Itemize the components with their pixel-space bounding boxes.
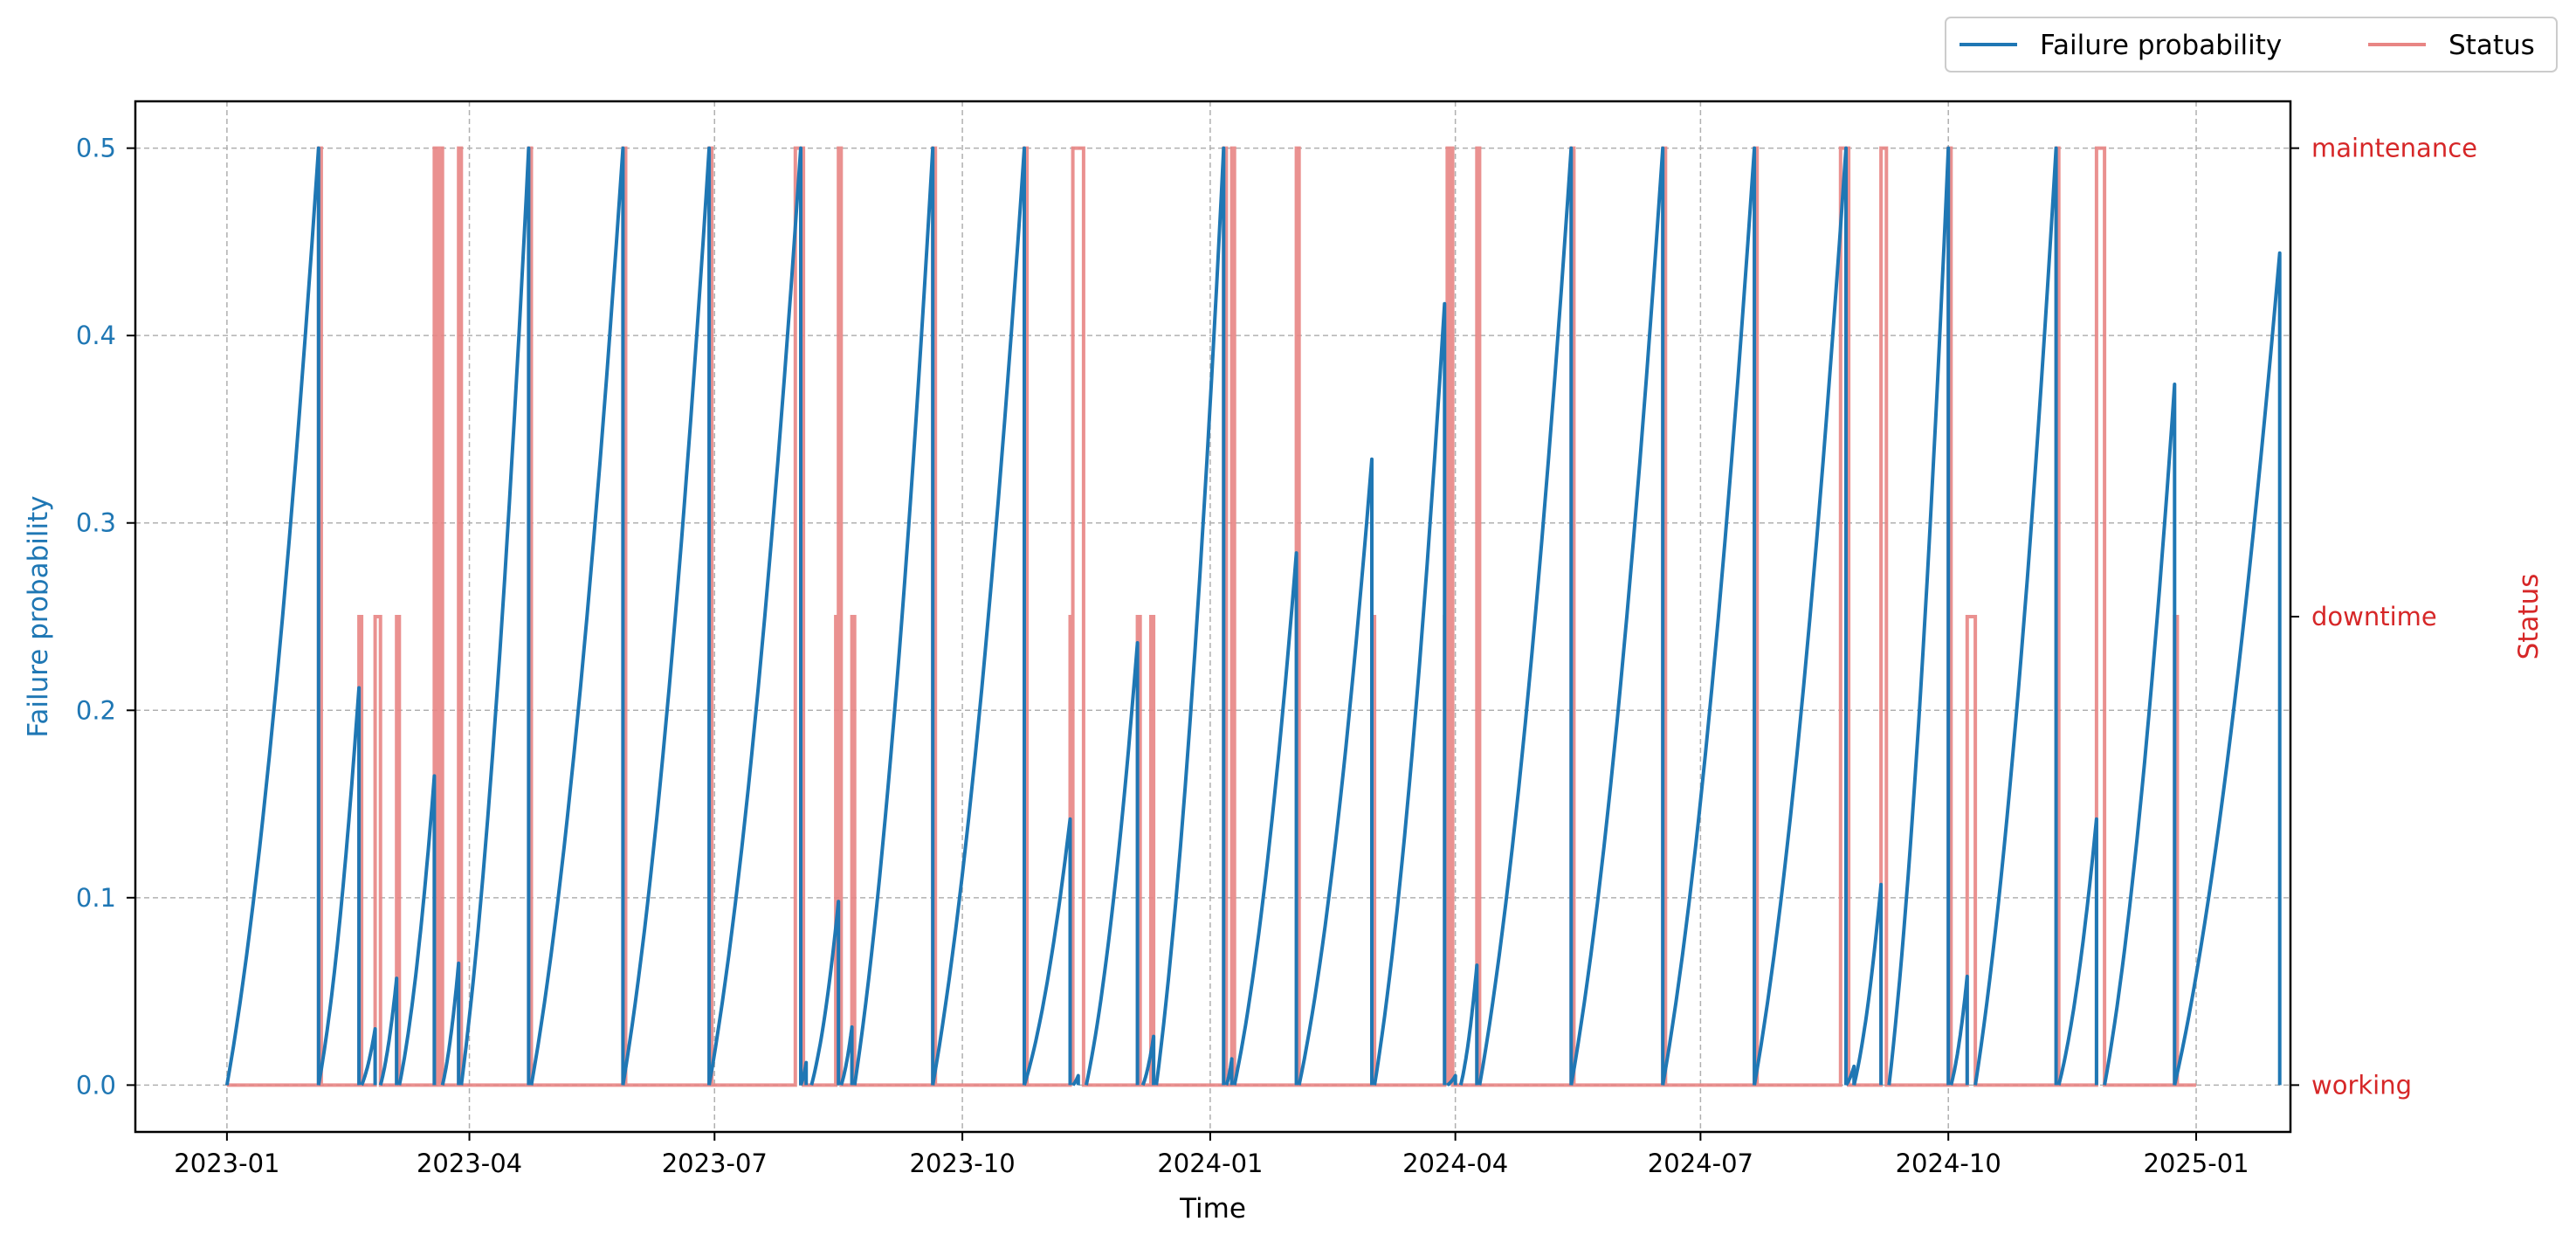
legend-label-failure-probability: Failure probability: [2040, 30, 2282, 61]
probability-cycle: [397, 774, 437, 1086]
probability-cycle: [440, 961, 461, 1086]
probability-cycle: [529, 146, 625, 1086]
probability-cycle: [1297, 457, 1374, 1086]
probability-cycle: [1844, 1064, 1856, 1087]
probability-cycle: [1753, 146, 1848, 1086]
status-series: [226, 146, 2196, 1087]
probability-cycle: [1445, 1073, 1457, 1087]
y-right-tick-label: downtime: [2311, 602, 2437, 631]
probability-cycle: [2173, 251, 2282, 1086]
status-line: [226, 146, 2196, 1087]
x-axis: 2023-01 2023-04 2023-07 2023-10 2024-01 2024-…: [174, 1132, 2249, 1178]
x-tick-label: 2025-01: [2143, 1149, 2249, 1178]
probability-cycle: [1661, 146, 1757, 1086]
probability-cycle: [799, 1060, 809, 1087]
probability-cycle: [931, 146, 1026, 1086]
grid: [135, 101, 2290, 1132]
y-axis-left-label: Failure probability: [23, 495, 54, 737]
x-tick-label: 2024-07: [1648, 1149, 1753, 1178]
probability-cycle: [459, 146, 531, 1086]
y-axis-right: working downtime maintenance: [2290, 134, 2477, 1100]
probability-cycle: [1887, 146, 1951, 1086]
legend: Failure probability Status: [1945, 17, 2558, 72]
y-right-tick-label: maintenance: [2311, 134, 2477, 163]
probability-cycle: [1458, 963, 1479, 1086]
probability-cycle: [1071, 1073, 1080, 1087]
y-right-tick-label: working: [2311, 1070, 2412, 1100]
probability-cycle: [852, 146, 935, 1086]
y-left-tick-label: 0.4: [76, 321, 116, 350]
y-left-tick-label: 0.5: [76, 134, 116, 163]
probability-cycle: [1154, 146, 1226, 1086]
x-tick-label: 2023-07: [662, 1149, 768, 1178]
probability-cycle: [839, 1025, 854, 1086]
probability-cycle: [2056, 817, 2098, 1086]
probability-cycle: [1232, 551, 1298, 1086]
y-left-tick-label: 0.1: [76, 883, 116, 913]
probability-cycle: [1373, 301, 1447, 1086]
x-tick-label: 2024-04: [1402, 1149, 1508, 1178]
probability-cycle: [1140, 1034, 1156, 1087]
probability-cycle: [707, 146, 802, 1086]
failure-probability-series: [224, 146, 2282, 1087]
y-left-tick-label: 0.3: [76, 508, 116, 538]
probability-cycle: [1949, 974, 1969, 1086]
probability-cycle: [1224, 1057, 1234, 1087]
probability-cycle: [1569, 146, 1665, 1086]
legend-frame: [1945, 17, 2558, 72]
probability-cycle: [809, 900, 841, 1086]
x-tick-label: 2024-10: [1896, 1149, 2001, 1178]
probability-cycle: [1852, 882, 1884, 1086]
probability-cycle: [224, 146, 320, 1086]
x-tick-label: 2023-04: [417, 1149, 522, 1178]
x-axis-label: Time: [1179, 1193, 1246, 1225]
probability-cycle: [621, 146, 712, 1086]
probability-cycle: [1477, 146, 1574, 1086]
probability-cycle: [2103, 383, 2177, 1086]
probability-cycle: [1973, 146, 2058, 1086]
probability-cycle: [1085, 641, 1140, 1086]
x-tick-label: 2023-10: [910, 1149, 1016, 1178]
x-tick-label: 2023-01: [174, 1149, 279, 1178]
y-axis-left: 0.0 0.1 0.2 0.3 0.4 0.5: [76, 134, 135, 1100]
y-left-tick-label: 0.2: [76, 695, 116, 725]
probability-cycle: [1023, 817, 1072, 1086]
probability-cycle: [360, 1027, 377, 1087]
probability-cycle: [378, 976, 399, 1086]
legend-label-status: Status: [2449, 30, 2535, 61]
probability-cycle: [316, 686, 362, 1086]
y-axis-right-label: Status: [2513, 574, 2545, 660]
y-left-tick-label: 0.0: [76, 1070, 116, 1100]
x-tick-label: 2024-01: [1157, 1149, 1263, 1178]
